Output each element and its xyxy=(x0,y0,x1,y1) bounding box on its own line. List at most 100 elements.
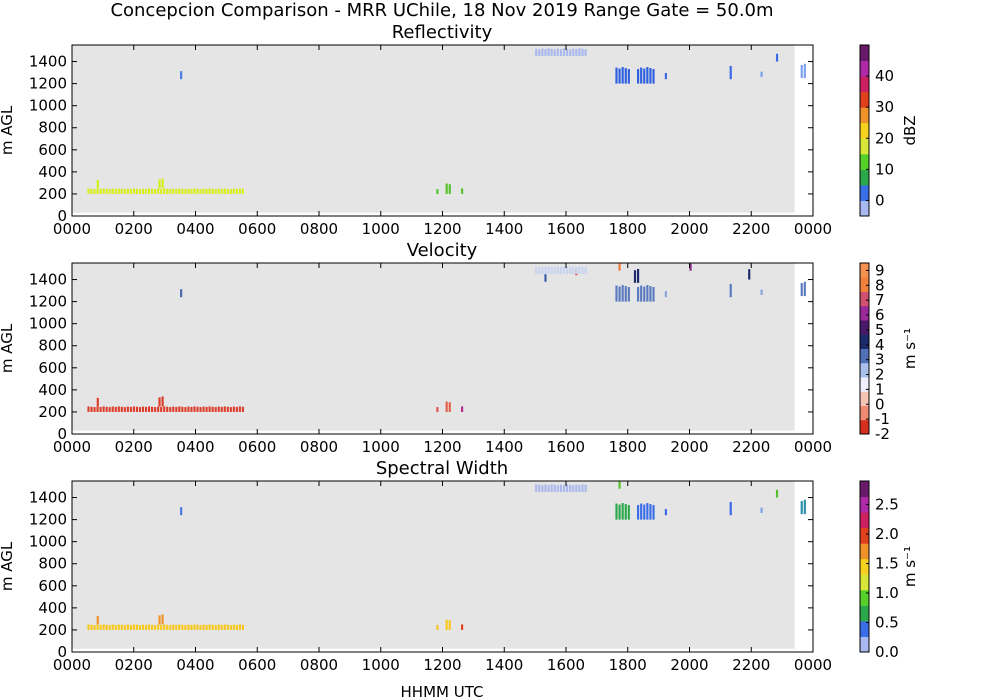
echo-mark xyxy=(102,406,105,412)
echo-mark xyxy=(229,189,232,194)
x-tick-label: 1800 xyxy=(609,220,647,238)
echo-mark xyxy=(569,49,572,57)
echo-mark xyxy=(190,188,193,194)
echo-mark xyxy=(120,406,123,412)
echo-mark xyxy=(544,484,547,493)
x-tick-label: 1600 xyxy=(547,438,585,456)
echo-mark xyxy=(538,267,541,275)
echo-mark xyxy=(117,188,120,194)
x-tick-label: 0600 xyxy=(238,438,276,456)
y-axis-label: m AGL xyxy=(0,541,16,591)
echo-mark xyxy=(135,406,139,412)
x-tick-label: 1000 xyxy=(362,438,400,456)
echo-mark xyxy=(193,406,196,412)
echo-mark xyxy=(760,71,763,77)
echo-mark xyxy=(578,485,581,493)
data-coverage xyxy=(72,45,795,213)
panel-title: Spectral Width xyxy=(376,458,508,479)
y-tick-label: 1200 xyxy=(29,75,67,93)
echo-mark xyxy=(214,189,217,194)
echo-mark xyxy=(178,188,181,194)
colorbar-segment xyxy=(860,362,869,378)
echo-mark xyxy=(96,397,99,407)
echo-mark xyxy=(621,503,624,520)
echo-mark xyxy=(584,267,587,275)
x-tick-label: 0000 xyxy=(53,656,91,674)
echo-mark xyxy=(193,188,196,194)
echo-mark xyxy=(618,68,621,84)
colorbar-tick-label: 0.0 xyxy=(875,643,899,661)
x-tick-label: 2000 xyxy=(670,220,708,238)
colorbar-frame xyxy=(859,262,870,435)
echo-mark xyxy=(199,625,202,630)
echo-mark xyxy=(163,624,166,630)
y-tick-label: 600 xyxy=(38,359,67,377)
echo-mark xyxy=(578,48,581,57)
echo-mark xyxy=(689,263,692,271)
echo-mark xyxy=(111,188,114,194)
echo-mark xyxy=(126,624,129,630)
echo-mark xyxy=(211,406,214,412)
echo-mark xyxy=(223,624,226,630)
echo-mark xyxy=(157,188,160,194)
echo-mark xyxy=(760,507,763,513)
echo-mark xyxy=(160,624,163,630)
colorbar-segment xyxy=(860,620,869,637)
echo-mark xyxy=(108,407,111,412)
echo-mark xyxy=(220,188,223,194)
echo-mark xyxy=(172,406,175,412)
colorbar-segment xyxy=(860,589,869,606)
echo-mark xyxy=(652,505,655,520)
colorbar-segment xyxy=(860,169,869,186)
echo-mark xyxy=(664,290,667,298)
echo-mark xyxy=(129,624,132,630)
echo-mark xyxy=(652,287,655,302)
echo-mark xyxy=(553,267,556,275)
y-tick-label: 400 xyxy=(38,599,67,617)
echo-mark xyxy=(544,49,547,57)
echo-mark xyxy=(178,406,181,412)
colorbar-tick-label: 8 xyxy=(875,276,885,294)
colorbar-tick-label: 0.5 xyxy=(875,614,899,632)
colorbar-segment xyxy=(860,277,869,292)
echo-mark xyxy=(108,625,111,630)
colorbar-label: m s⁻¹ xyxy=(901,546,919,587)
echo-mark xyxy=(572,266,575,275)
y-tick-label: 400 xyxy=(38,381,67,399)
echo-mark xyxy=(544,267,547,275)
echo-mark xyxy=(550,484,553,493)
colorbar-segment xyxy=(860,184,869,201)
x-tick-label: 0400 xyxy=(176,656,214,674)
echo-mark xyxy=(461,406,464,412)
echo-mark xyxy=(158,179,161,189)
echo-mark xyxy=(181,406,184,412)
echo-mark xyxy=(132,188,135,194)
colorbar-segment xyxy=(860,543,869,560)
echo-mark xyxy=(559,484,562,493)
echo-mark xyxy=(178,624,181,630)
echo-mark xyxy=(114,624,117,630)
colorbar-tick-label: 1.5 xyxy=(875,555,899,573)
x-tick-label: 2200 xyxy=(732,220,770,238)
echo-mark xyxy=(550,48,553,57)
echo-mark xyxy=(238,406,241,412)
echo-mark xyxy=(232,188,235,194)
colorbar-segment xyxy=(860,138,869,155)
echo-mark xyxy=(205,624,208,630)
echo-mark xyxy=(775,53,779,62)
y-tick-label: 1000 xyxy=(29,315,67,333)
colorbar-segment xyxy=(860,348,869,364)
colorbar-segment xyxy=(860,291,869,307)
echo-mark xyxy=(166,624,169,630)
echo-mark xyxy=(226,624,229,630)
echo-mark xyxy=(93,407,96,412)
echo-mark xyxy=(559,49,562,57)
echo-mark xyxy=(572,48,575,57)
echo-mark xyxy=(615,285,618,302)
colorbar-segment xyxy=(860,334,869,349)
colorbar-segment xyxy=(860,45,869,62)
echo-mark xyxy=(615,503,618,520)
echo-mark xyxy=(90,406,93,412)
y-tick-label: 1400 xyxy=(29,53,67,71)
